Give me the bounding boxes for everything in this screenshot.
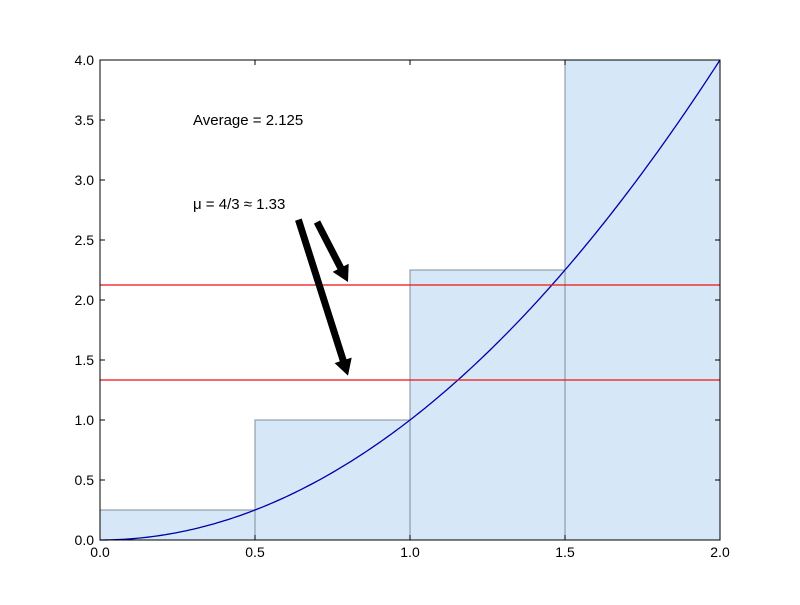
annotations-layer: Average = 2.125 μ = 4/3 ≈ 1.33 <box>193 112 352 376</box>
bar-3 <box>564 59 721 541</box>
y-tick-label-0: 0.0 <box>75 532 95 548</box>
y-tick-label-2: 1.0 <box>75 412 95 428</box>
bar-1 <box>254 419 411 541</box>
x-tick-label-4: 2.0 <box>710 544 730 560</box>
bars-layer <box>99 59 721 541</box>
bar-0 <box>99 509 256 541</box>
x-tick-label-0: 0.0 <box>90 544 110 560</box>
annotation-text-1: μ = 4/3 ≈ 1.33 <box>193 196 285 213</box>
y-tick-label-1: 0.5 <box>75 472 95 488</box>
hlines-layer <box>100 284 720 381</box>
y-tick-label-4: 2.0 <box>75 292 95 308</box>
axes-layer: 0.0 0.5 1.0 1.5 2.0 0.0 0.5 1.0 1.5 2.0 2.5 3.0 3.5 4… <box>75 52 730 560</box>
bar-2 <box>409 269 566 541</box>
annotation-text-0: Average = 2.125 <box>193 112 303 129</box>
y-tick-label-8: 4.0 <box>75 52 95 68</box>
x-tick-label-1: 0.5 <box>245 544 265 560</box>
x-tick-label-3: 1.5 <box>555 544 575 560</box>
curve-layer <box>99 59 721 541</box>
annotation-arrow-1 <box>295 218 352 376</box>
annotation-arrow-0 <box>313 220 349 282</box>
y-tick-label-3: 1.5 <box>75 352 95 368</box>
y-tick-label-6: 3.0 <box>75 172 95 188</box>
y-tick-label-5: 2.5 <box>75 232 95 248</box>
y-tick-label-7: 3.5 <box>75 112 95 128</box>
curve-line <box>99 59 721 541</box>
x-tick-label-2: 1.0 <box>400 544 420 560</box>
